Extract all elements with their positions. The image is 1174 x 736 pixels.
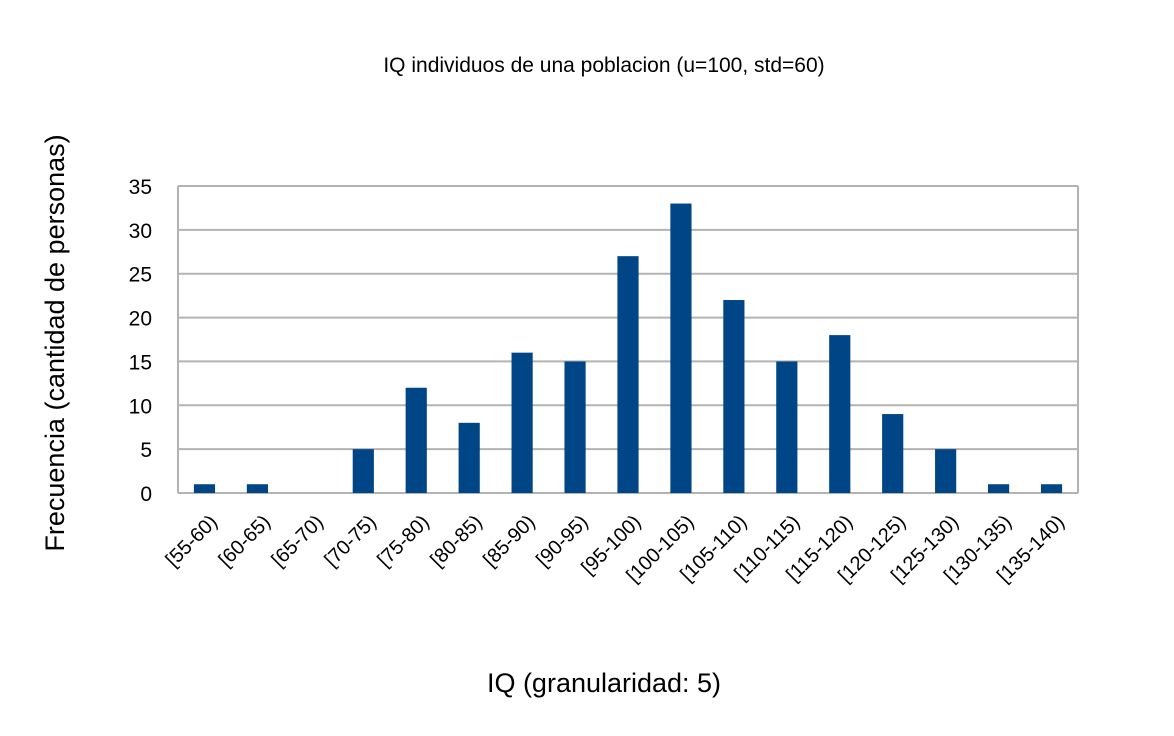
bar — [564, 361, 586, 493]
bar — [882, 414, 904, 493]
bar — [1040, 484, 1063, 493]
bar — [988, 484, 1010, 493]
y-tick-label: 30 — [129, 220, 152, 243]
y-tick-label: 25 — [129, 264, 152, 287]
bar — [246, 484, 268, 493]
y-tick-label: 5 — [140, 439, 152, 462]
bar — [511, 352, 533, 493]
chart-title: IQ individuos de una poblacion (u=100, s… — [383, 54, 824, 77]
y-axis-ticks: 0 5 10 15 20 25 30 35 — [129, 176, 152, 506]
bar — [352, 449, 374, 493]
y-tick-label: 10 — [129, 395, 152, 418]
bar — [617, 256, 639, 493]
y-tick-label: 15 — [129, 351, 152, 374]
x-tick-label: [85-90) — [479, 511, 539, 571]
y-axis-title: Frecuencia (cantidad de personas) — [40, 134, 70, 551]
y-tick-label: 35 — [129, 176, 152, 199]
x-tick-label: [55-60) — [162, 511, 222, 571]
x-tick-label: [60-65) — [215, 511, 275, 571]
y-tick-label: 20 — [129, 308, 152, 331]
x-tick-label: [70-75) — [320, 511, 380, 571]
x-tick-label: [75-80) — [373, 511, 433, 571]
bar — [829, 335, 851, 493]
bar — [193, 484, 216, 493]
bar — [776, 361, 798, 493]
bar — [935, 449, 957, 493]
bar — [458, 422, 480, 493]
x-tick-label: [65-70) — [268, 511, 328, 571]
x-axis-ticks: [55-60)[60-65)[65-70)[70-75)[75-80)[80-8… — [162, 511, 1069, 587]
y-tick-label: 0 — [140, 483, 152, 506]
bar — [405, 387, 427, 493]
bar — [723, 300, 745, 493]
bars — [193, 203, 1063, 494]
x-axis-title: IQ (granularidad: 5) — [487, 668, 721, 698]
x-tick-label: [80-85) — [426, 511, 486, 571]
bar — [670, 203, 692, 494]
